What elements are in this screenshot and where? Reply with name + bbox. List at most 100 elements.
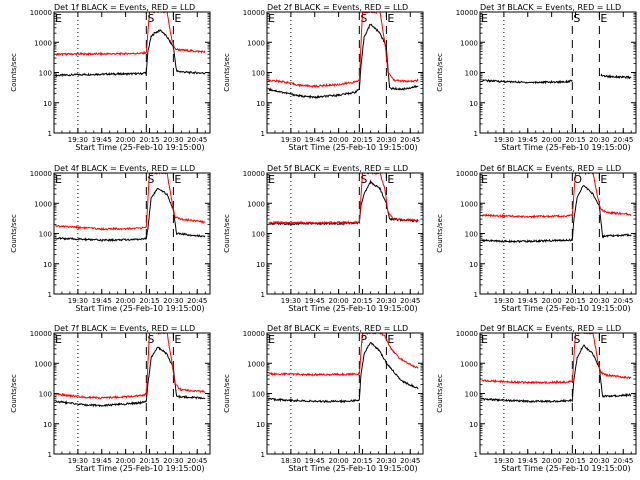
y-tick-label: 1000	[34, 360, 52, 368]
x-tick-label: 19:45	[92, 136, 112, 144]
x-tick-label: 20:15	[139, 136, 159, 144]
event-marker-label: E	[55, 333, 62, 346]
event-marker-label: E	[268, 12, 275, 25]
series-events-line	[268, 342, 419, 404]
y-tick-label: 10000	[30, 330, 52, 338]
series-lld-line	[268, 333, 419, 377]
panel-title: Det 2f BLACK = Events, RED = LLD	[267, 3, 408, 12]
x-tick-label: 19:45	[305, 457, 325, 465]
event-marker-label: E	[481, 173, 488, 186]
x-tick-label: 20:15	[565, 136, 585, 144]
x-tick-label: 19:30	[68, 136, 88, 144]
panel-title: Det 7f BLACK = Events, RED = LLD	[54, 324, 195, 333]
y-tick-label: 10	[256, 100, 265, 108]
x-tick-label: 20:45	[187, 136, 207, 144]
y-tick-label: 1000	[34, 200, 52, 208]
y-tick-label: 10000	[30, 9, 52, 17]
y-tick-label: 1	[48, 451, 52, 459]
series-events-line	[55, 187, 206, 243]
y-axis-label: Counts/sec	[223, 53, 231, 92]
y-tick-label: 100	[252, 70, 265, 78]
plot-frame	[53, 172, 211, 295]
y-tick-label: 10000	[243, 170, 265, 178]
y-tick-label: 100	[39, 391, 52, 399]
panel-title: Det 6f BLACK = Events, RED = LLD	[480, 164, 621, 173]
series-events-line	[55, 346, 206, 408]
x-tick-label: 20:30	[589, 297, 609, 305]
event-marker-label: E	[268, 173, 275, 186]
x-tick-label: 20:45	[187, 297, 207, 305]
x-tick-label: 20:45	[613, 457, 633, 465]
event-marker-label: O	[573, 173, 582, 186]
y-tick-label: 1	[48, 291, 52, 299]
event-marker-label: S	[573, 333, 580, 346]
x-axis-label: Start Time (25-Feb-10 19:15:00)	[288, 304, 417, 313]
event-marker-label: S	[360, 12, 367, 25]
y-tick-label: 10	[43, 421, 52, 429]
event-marker-label: E	[174, 173, 181, 186]
event-marker-label: E	[387, 333, 394, 346]
x-tick-label: 19:45	[518, 457, 538, 465]
y-axis-label: Counts/sec	[436, 374, 444, 413]
event-marker-label: P	[360, 333, 367, 346]
x-tick-label: 20:30	[376, 457, 396, 465]
x-tick-label: 20:30	[376, 297, 396, 305]
x-tick-label: 20:00	[116, 297, 136, 305]
y-tick-label: 1000	[460, 39, 478, 47]
x-tick-label: 20:30	[163, 297, 183, 305]
y-tick-label: 10	[256, 261, 265, 269]
panel-det-4: Det 4f BLACK = Events, RED = LLD Counts/s…	[10, 164, 211, 313]
y-axis-label: Counts/sec	[10, 374, 18, 413]
panel-det-8: Det 8f BLACK = Events, RED = LLD Counts/s…	[223, 324, 424, 473]
x-tick-label: 20:30	[163, 457, 183, 465]
series-events-line	[600, 73, 632, 80]
y-tick-label: 1	[261, 451, 265, 459]
y-tick-label: 100	[465, 231, 478, 239]
y-axis-label: Counts/sec	[436, 214, 444, 253]
x-axis-label: Start Time (25-Feb-10 19:15:00)	[75, 464, 204, 473]
plot-frame	[266, 172, 424, 295]
x-tick-label: 20:45	[613, 136, 633, 144]
x-tick-label: 19:45	[518, 297, 538, 305]
y-tick-label: 100	[252, 231, 265, 239]
panel-title: Det 8f BLACK = Events, RED = LLD	[267, 324, 408, 333]
panel-det-1: Det 1f BLACK = Events, RED = LLD Counts/s…	[10, 3, 211, 152]
x-tick-label: 19:45	[92, 457, 112, 465]
x-tick-label: 20:45	[613, 297, 633, 305]
event-marker-label: S	[147, 333, 154, 346]
x-tick-label: 20:15	[139, 297, 159, 305]
x-tick-label: 20:15	[565, 457, 585, 465]
x-axis-label: Start Time (25-Feb-10 19:15:00)	[501, 143, 630, 152]
event-marker-label: E	[387, 12, 394, 25]
y-axis-label: Counts/sec	[436, 53, 444, 92]
x-tick-label: 20:00	[542, 457, 562, 465]
x-tick-label: 20:00	[329, 297, 349, 305]
y-tick-label: 100	[252, 391, 265, 399]
panel-det-5: Det 5f BLACK = Events, RED = LLD Counts/s…	[223, 164, 424, 313]
y-tick-label: 10	[256, 421, 265, 429]
event-marker-label: E	[174, 12, 181, 25]
x-tick-label: 20:15	[139, 457, 159, 465]
x-tick-label: 19:30	[281, 136, 301, 144]
y-tick-label: 100	[39, 231, 52, 239]
x-axis-label: Start Time (25-Feb-10 19:15:00)	[501, 464, 630, 473]
x-tick-label: 18:30	[281, 457, 301, 465]
y-tick-label: 1	[261, 291, 265, 299]
event-marker-label: S	[573, 12, 580, 25]
series-lld-line	[481, 173, 632, 219]
event-marker-label: E	[600, 333, 607, 346]
series-events-line	[481, 78, 573, 85]
series-lld-line	[55, 173, 206, 231]
y-tick-label: 1000	[247, 39, 265, 47]
plot-frame	[266, 332, 424, 455]
y-tick-label: 10000	[456, 170, 478, 178]
x-tick-label: 19:30	[68, 457, 88, 465]
plot-frame	[479, 11, 637, 134]
x-tick-label: 20:00	[116, 457, 136, 465]
x-tick-label: 20:15	[352, 136, 372, 144]
y-tick-label: 10	[43, 261, 52, 269]
x-tick-label: 20:30	[589, 136, 609, 144]
y-axis-label: Counts/sec	[223, 214, 231, 253]
x-tick-label: 20:45	[400, 136, 420, 144]
